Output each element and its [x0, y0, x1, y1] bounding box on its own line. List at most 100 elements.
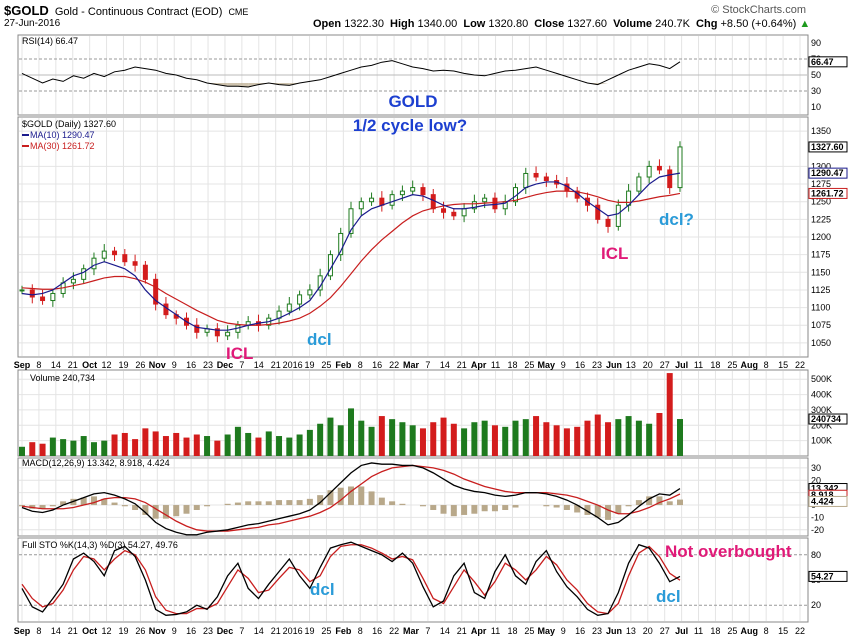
ma30-value-tag: 1261.72: [811, 188, 844, 198]
x-tick-label: 23: [203, 360, 213, 370]
macd-histogram-bar: [563, 505, 570, 510]
sto-value-tag-box: [808, 570, 848, 582]
volume-bar: [29, 442, 36, 456]
volume-bar: [173, 432, 180, 456]
price-candle: [605, 218, 611, 227]
macd-histogram-bar: [430, 505, 437, 510]
price-candle: [636, 176, 642, 192]
macd-histogram-bar: [337, 487, 344, 506]
macd-legend: MACD(12,26,9) 13.342, 8.918, 4.424: [22, 458, 170, 468]
price-candle: [389, 194, 395, 206]
x-tick-label: 8: [358, 626, 363, 636]
macd-histogram-bar: [132, 505, 139, 510]
x-tick-label: 25: [321, 360, 331, 370]
close-value: 1327.60: [567, 18, 608, 30]
volume-bar: [574, 426, 581, 456]
volume-bar: [306, 429, 313, 456]
x-tick-label: 25: [321, 626, 331, 636]
x-tick-label: 27: [660, 626, 670, 636]
macd-histogram-bar: [348, 486, 354, 506]
price-candle: [492, 197, 498, 210]
volume-bar: [121, 432, 128, 456]
price-candle: [430, 194, 436, 210]
x-tick-label: 25: [727, 360, 737, 370]
volume-bar: [19, 446, 25, 456]
x-tick-label: 14: [254, 360, 264, 370]
macd-histogram-bar: [440, 505, 447, 514]
x-tick-label: Jun: [606, 626, 622, 636]
price-candle: [70, 278, 76, 284]
x-tick-label: 25: [727, 626, 737, 636]
volume-bar: [605, 422, 612, 456]
x-tick-label: 21: [457, 360, 467, 370]
macd-panel: [17, 457, 809, 537]
price-legend-ma30: MA(30) 1261.72: [30, 141, 95, 151]
macd-histogram-bar: [461, 505, 468, 515]
volume-bar: [358, 420, 365, 456]
y-tick-label: 100K: [811, 436, 832, 446]
macd-histogram-bar: [317, 495, 324, 506]
macd-signal-tag: 8.918: [811, 490, 834, 500]
x-tick-label: 8: [36, 360, 41, 370]
annotation-dcl-jun: dcl?: [659, 210, 694, 229]
x-tick-label: May: [538, 626, 556, 636]
volume-bar: [183, 437, 190, 456]
y-tick-label: 50: [811, 70, 821, 80]
price-candle: [81, 268, 87, 280]
stochastic-legend: Full STO %K(14,3) %D(3) 54.27, 49.76: [22, 540, 178, 550]
y-tick-label: 30: [811, 463, 821, 473]
price-series: [19, 141, 683, 343]
x-tick-label: 16: [372, 360, 382, 370]
volume-value: 240.7K: [655, 18, 690, 30]
annotation-icl-jun: ICL: [601, 244, 628, 263]
volume-bar: [461, 428, 468, 456]
volume-bar: [234, 426, 241, 456]
macd-histogram-bar: [378, 497, 385, 506]
volume-bar: [471, 422, 478, 456]
volume-bar: [80, 436, 87, 456]
macd-histogram-bar: [49, 505, 56, 507]
x-tick-label: 21: [68, 626, 78, 636]
open-label: Open: [313, 18, 342, 30]
low-value: 1320.80: [488, 18, 529, 30]
x-tick-label: 16: [186, 360, 196, 370]
price-legend-ma10: MA(10) 1290.47: [30, 130, 95, 140]
x-tick-label: 16: [372, 626, 382, 636]
macd-histogram-bar: [162, 505, 169, 519]
y-tick-label: 1200: [811, 232, 831, 242]
x-tick-label: 7: [239, 360, 244, 370]
x-tick-label: 9: [561, 626, 566, 636]
macd-histogram-bar: [60, 501, 67, 506]
macd-line: [21, 462, 681, 536]
macd-histogram-bar: [193, 505, 200, 510]
volume-bar: [368, 426, 375, 456]
rsi-value-tag-box: [808, 56, 848, 68]
price-candle: [29, 289, 35, 298]
macd-histogram-bar: [512, 505, 519, 508]
volume-bar: [348, 408, 354, 456]
y-tick-label: 1100: [811, 303, 830, 313]
macd-histogram-bar: [656, 496, 663, 506]
x-tick-label: Mar: [403, 360, 420, 370]
x-tick-label: 16: [575, 626, 585, 636]
macd-signal-line: [21, 464, 681, 532]
x-tick-label: Mar: [403, 626, 420, 636]
x-tick-label: 12: [102, 626, 112, 636]
x-tick-label: 16: [186, 626, 196, 636]
x-tick-label: 8: [764, 626, 769, 636]
price-candle: [348, 208, 354, 234]
volume-bar: [214, 440, 221, 456]
x-tick-label: 7: [425, 360, 430, 370]
volume-bar: [502, 426, 509, 456]
volume-bar: [440, 417, 447, 456]
macd-histogram-bar: [419, 505, 426, 507]
x-tick-label: 14: [254, 626, 264, 636]
price-candle: [677, 146, 683, 189]
volume-bar: [543, 422, 550, 456]
volume-bar: [399, 422, 406, 456]
volume-bar: [193, 434, 200, 456]
price-candle: [286, 303, 292, 312]
x-tick-label: 13: [626, 626, 636, 636]
x-tick-label: Nov: [149, 360, 166, 370]
x-tick-label: 12: [102, 360, 112, 370]
